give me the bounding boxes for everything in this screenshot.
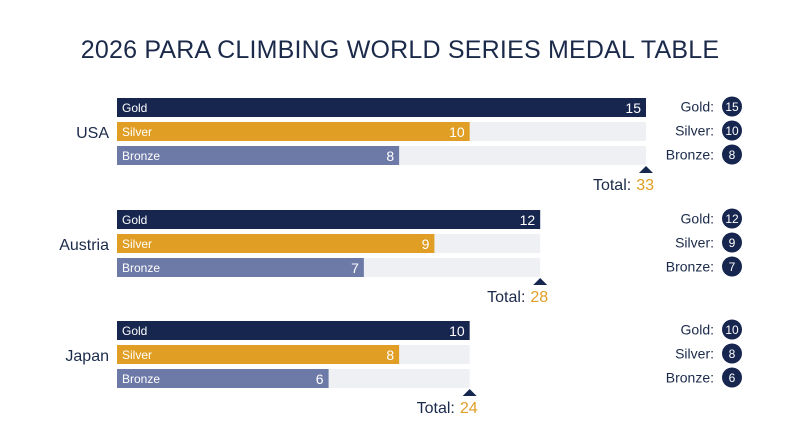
bar-austria-gold: [117, 210, 541, 229]
bar-japan-bronze: [117, 369, 329, 388]
total-value-usa: 33: [636, 177, 654, 194]
legend-badge-usa-silver: [722, 120, 742, 141]
legend-value-austria-gold: 12: [725, 212, 739, 226]
bar-label-austria-bronze: Bronze: [122, 261, 160, 275]
bar-value-austria-bronze: 7: [351, 260, 359, 276]
bar-value-japan-gold: 10: [449, 323, 465, 339]
country-label-usa: USA: [76, 125, 109, 142]
legend-badge-austria-bronze: [722, 256, 742, 277]
country-label-japan: Japan: [65, 348, 109, 365]
legend-badge-usa-bronze: [722, 144, 742, 165]
bar-japan-gold: [117, 321, 470, 340]
bar-usa-bronze: [117, 146, 400, 165]
legend-label-austria-silver: Silver:: [675, 235, 714, 251]
bar-label-austria-gold: Gold: [122, 213, 147, 227]
legend-badge-japan-gold: [722, 319, 742, 340]
legend-value-japan-bronze: 6: [729, 371, 736, 385]
chart-title: 2026 PARA CLIMBING WORLD SERIES MEDAL TA…: [80, 36, 720, 64]
bar-label-japan-gold: Gold: [122, 324, 147, 338]
bar-value-austria-silver: 9: [422, 236, 430, 252]
bar-japan-silver: [117, 345, 400, 364]
legend-value-japan-silver: 8: [729, 347, 736, 361]
bar-label-austria-silver: Silver: [122, 237, 152, 251]
legend-badge-japan-bronze: [722, 367, 742, 388]
legend-badge-austria-silver: [722, 232, 742, 253]
total-marker-japan: [462, 389, 477, 396]
country-label-austria: Austria: [59, 237, 109, 254]
bar-label-usa-gold: Gold: [122, 101, 147, 115]
legend-label-japan-silver: Silver:: [675, 346, 714, 362]
bar-label-usa-bronze: Bronze: [122, 149, 160, 163]
legend-label-japan-bronze: Bronze:: [666, 370, 714, 386]
legend-label-austria-bronze: Bronze:: [666, 259, 714, 275]
legend-badge-austria-gold: [722, 208, 742, 229]
legend-value-austria-bronze: 7: [729, 260, 736, 274]
total-value-austria: 28: [530, 289, 548, 306]
total-marker-austria: [533, 278, 548, 285]
legend-badge-usa-gold: [722, 96, 742, 117]
bar-label-japan-bronze: Bronze: [122, 372, 160, 386]
bar-usa-gold: [117, 98, 646, 117]
bar-value-usa-silver: 10: [449, 124, 465, 140]
legend-value-usa-gold: 15: [725, 100, 739, 114]
bar-austria-bronze: [117, 258, 364, 277]
legend-label-austria-gold: Gold:: [681, 211, 714, 227]
legend-label-japan-gold: Gold:: [681, 322, 714, 338]
bar-usa-silver: [117, 122, 470, 141]
legend-badge-japan-silver: [722, 343, 742, 364]
bar-value-usa-gold: 15: [625, 100, 641, 116]
total-label-usa: Total:: [593, 177, 631, 194]
bar-value-usa-bronze: 8: [386, 148, 394, 164]
bar-label-japan-silver: Silver: [122, 348, 152, 362]
legend-value-japan-gold: 10: [725, 323, 739, 337]
total-marker-usa: [639, 166, 653, 173]
bar-label-usa-silver: Silver: [122, 125, 152, 139]
bar-value-japan-bronze: 6: [316, 371, 324, 387]
legend-value-usa-bronze: 8: [729, 148, 736, 162]
legend-value-austria-silver: 9: [729, 236, 736, 250]
total-label-japan: Total:: [417, 400, 455, 417]
bar-value-japan-silver: 8: [386, 347, 394, 363]
legend-value-usa-silver: 10: [725, 124, 739, 138]
bar-austria-silver: [117, 234, 435, 253]
legend-label-usa-gold: Gold:: [681, 99, 714, 115]
total-value-japan: 24: [460, 400, 478, 417]
total-label-austria: Total:: [487, 289, 525, 306]
legend-label-usa-bronze: Bronze:: [666, 147, 714, 163]
bar-value-austria-gold: 12: [520, 212, 536, 228]
legend-label-usa-silver: Silver:: [675, 123, 714, 139]
